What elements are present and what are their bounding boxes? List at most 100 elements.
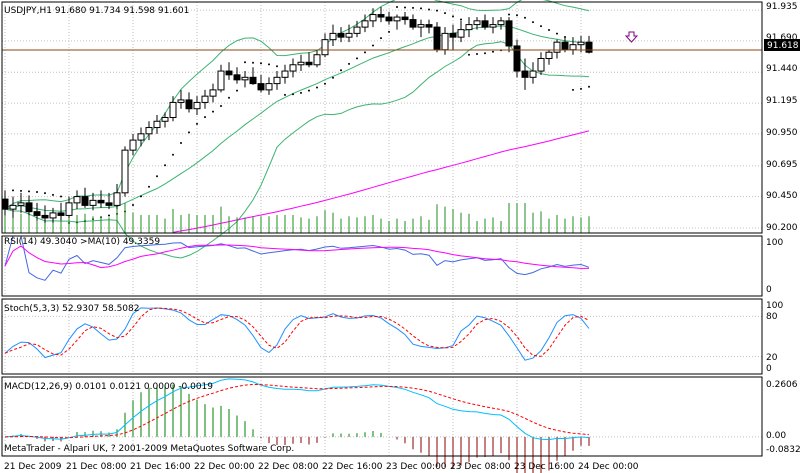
panel-frame xyxy=(1,1,763,234)
candle-body xyxy=(185,99,193,110)
candle-body xyxy=(217,70,225,91)
candle-body xyxy=(297,61,305,66)
panel-frames xyxy=(1,1,763,457)
candle-body xyxy=(497,20,505,26)
macd-panel-header: MACD(12,26,9) 0.0101 0.0121 0.0000 -0.00… xyxy=(4,382,213,392)
parabolic-sar-dot xyxy=(204,116,206,119)
candle-body xyxy=(369,14,377,22)
macd-axis-label: 0.2606 xyxy=(766,380,798,390)
parabolic-sar-dot xyxy=(468,53,470,56)
bollinger-upper-line xyxy=(4,0,590,210)
candle-body xyxy=(41,214,49,219)
parabolic-sar-dot xyxy=(436,9,438,12)
candle-body xyxy=(281,70,289,78)
stoch-signal-line xyxy=(4,307,590,357)
time-tick-label: 22 Dec 16:00 xyxy=(322,462,383,472)
candle-body xyxy=(361,20,369,28)
macd-signal-line xyxy=(4,383,590,439)
price-tick-label: 90.695 xyxy=(766,160,798,170)
parabolic-sar-dot xyxy=(452,15,454,18)
main-panel-header: USDJPY,H1 91.680 91.734 91.598 91.601 xyxy=(4,6,189,16)
parabolic-sar-dot xyxy=(212,110,214,113)
candle-body xyxy=(401,16,409,21)
price-axis: 91.935 91.690 91.440 91.195 90.950 90.69… xyxy=(766,2,798,233)
candle-body xyxy=(89,199,97,206)
parabolic-sar-dot xyxy=(524,16,526,19)
stoch-axis-label: 80 xyxy=(766,312,778,322)
parabolic-sar-dot xyxy=(580,87,582,90)
candle-body xyxy=(345,32,353,38)
price-tick-label: 91.690 xyxy=(766,33,798,43)
price-tick-label: 91.935 xyxy=(766,2,798,12)
rsi-panel[interactable] xyxy=(4,235,590,281)
candle-body xyxy=(385,16,393,22)
panel-frame xyxy=(1,376,763,457)
parabolic-sar-dot xyxy=(284,93,286,96)
candle-body xyxy=(201,95,209,103)
parabolic-sar-dot xyxy=(476,52,478,55)
parabolic-sar-dot xyxy=(324,82,326,85)
parabolic-sar-dot xyxy=(364,51,366,54)
main-price-panel[interactable] xyxy=(1,0,762,259)
candle-body xyxy=(377,14,385,18)
parabolic-sar-dot xyxy=(348,62,350,65)
parabolic-sar-dot xyxy=(292,93,294,96)
time-tick-label: 22 Dec 00:00 xyxy=(194,462,255,472)
candle-body xyxy=(209,89,217,97)
candle-body xyxy=(329,32,337,41)
parabolic-sar-dot xyxy=(396,6,398,9)
time-tick-label: 21 Dec 2009 xyxy=(4,462,62,472)
time-tick-label: 22 Dec 08:00 xyxy=(258,462,319,472)
candle-body xyxy=(9,204,17,210)
parabolic-sar-dot xyxy=(276,65,278,68)
candle-body xyxy=(193,101,201,110)
candle-body xyxy=(433,26,441,51)
parabolic-sar-dot xyxy=(244,61,246,64)
candle-body xyxy=(473,20,481,26)
price-tick-label: 91.195 xyxy=(766,96,798,106)
candle-body xyxy=(513,45,521,72)
time-tick-label: 23 Dec 00:00 xyxy=(386,462,447,472)
rsi-panel-header: RSI(14) 49.3040 >MA(10) 49.3359 xyxy=(4,237,160,247)
time-tick-label: 24 Dec 00:00 xyxy=(578,462,639,472)
parabolic-sar-dot xyxy=(132,203,134,206)
parabolic-sar-dot xyxy=(428,8,430,11)
candle-body xyxy=(25,202,33,213)
parabolic-sar-dot xyxy=(172,153,174,156)
parabolic-sar-dot xyxy=(372,44,374,47)
parabolic-sar-dot xyxy=(588,85,590,88)
candle-body xyxy=(265,83,273,91)
candle-body xyxy=(465,24,473,31)
parabolic-sar-dot xyxy=(508,13,510,16)
candle-body xyxy=(409,19,417,28)
candle-body xyxy=(121,149,129,194)
candle-body xyxy=(49,212,57,219)
candle-body xyxy=(113,192,121,206)
time-tick-label: 23 Dec 08:00 xyxy=(450,462,511,472)
candle-body xyxy=(289,64,297,72)
parabolic-sar-dot xyxy=(572,88,574,91)
parabolic-sar-dot xyxy=(484,52,486,55)
candle-body xyxy=(97,199,105,204)
price-tick-label: 91.440 xyxy=(766,64,798,74)
parabolic-sar-dot xyxy=(228,96,230,99)
candle-body xyxy=(73,196,81,204)
candle-body xyxy=(65,202,73,216)
parabolic-sar-dot xyxy=(316,86,318,89)
parabolic-sar-dot xyxy=(412,6,414,9)
candle-body xyxy=(233,74,241,81)
macd-axis-label: 0.00 xyxy=(766,431,786,441)
rsi-axis-label: 0 xyxy=(766,285,772,295)
candle-body xyxy=(521,70,529,78)
parabolic-sar-dot xyxy=(140,195,142,198)
stochastic-panel[interactable] xyxy=(2,307,762,361)
parabolic-sar-dot xyxy=(52,193,54,196)
macd-panel[interactable] xyxy=(2,378,762,473)
parabolic-sar-dot xyxy=(404,6,406,9)
candle-body xyxy=(305,61,313,66)
candle-body xyxy=(249,76,257,85)
time-axis: 21 Dec 2009 21 Dec 08:00 21 Dec 16:00 22… xyxy=(4,462,639,472)
parabolic-sar-dot xyxy=(12,189,14,192)
moving-average-line xyxy=(172,130,590,233)
